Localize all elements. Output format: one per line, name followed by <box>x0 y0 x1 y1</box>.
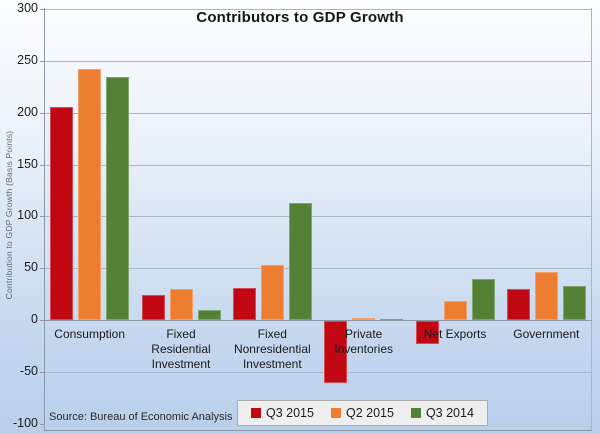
y-tickmark-100 <box>40 216 44 218</box>
gridline-100 <box>44 216 592 218</box>
category-label: Government <box>513 327 580 341</box>
y-tick-label: -100 <box>12 415 38 430</box>
y-tick-label: -50 <box>19 363 38 378</box>
y-tick-label: 100 <box>17 208 38 223</box>
legend-swatch-icon <box>330 408 341 418</box>
legend: Q3 2015 Q2 2015 Q3 2014 <box>237 400 488 426</box>
bar-q3-2015 <box>415 321 439 344</box>
legend-item-q3-2014: Q3 2014 <box>410 406 474 420</box>
bar-q3-2015 <box>506 288 530 320</box>
bar-q3-2014 <box>197 309 221 320</box>
y-tickmark-300 <box>40 9 44 10</box>
bar-q3-2015 <box>324 321 348 384</box>
source-note: Source: Bureau of Economic Analysis <box>49 411 233 423</box>
bar-q2-2015 <box>534 272 558 320</box>
legend-label: Q3 2014 <box>425 406 474 420</box>
bar-q3-2014 <box>380 318 404 320</box>
bar-q3-2014 <box>562 285 586 320</box>
bar-q3-2014 <box>106 77 130 320</box>
zero-axis-line <box>44 320 592 321</box>
category-label: Fixed Residential Investment <box>151 327 211 371</box>
y-tickmark-150 <box>40 164 44 166</box>
y-tickmark--100 <box>40 423 44 425</box>
bar-q2-2015 <box>260 265 284 320</box>
legend-item-q3-2015: Q3 2015 <box>251 406 314 420</box>
legend-swatch-icon <box>410 408 421 418</box>
bar-q2-2015 <box>443 301 467 320</box>
y-tick-label: 0 <box>31 312 38 326</box>
plot-right-border <box>591 8 592 431</box>
category-label: Net Exports <box>423 327 487 341</box>
legend-item-q2-2015: Q2 2015 <box>330 406 394 420</box>
y-axis-line <box>44 8 45 431</box>
category-label: Private Inventories <box>334 327 394 356</box>
bar-q2-2015 <box>169 288 193 320</box>
gridline-300 <box>44 9 592 10</box>
chart-bottom-border <box>44 430 592 431</box>
bar-q3-2015 <box>232 287 256 320</box>
y-tickmark-250 <box>40 60 44 62</box>
y-tick-label: 50 <box>24 260 38 275</box>
y-tickmark-50 <box>40 268 44 270</box>
bar-q3-2014 <box>471 278 495 320</box>
y-tickmark-0 <box>40 320 44 321</box>
gridline--50 <box>44 371 592 373</box>
y-tick-label: 300 <box>17 1 38 15</box>
gridline-50 <box>44 268 592 270</box>
bar-q3-2014 <box>288 202 312 320</box>
chart-title: Contributors to GDP Growth <box>196 9 404 26</box>
bar-q3-2015 <box>141 295 165 320</box>
gridline-200 <box>44 112 592 114</box>
legend-swatch-icon <box>251 408 261 418</box>
y-tick-label: 250 <box>17 52 38 67</box>
bar-q3-2015 <box>50 107 74 320</box>
bar-q2-2015 <box>352 317 376 320</box>
category-label: Fixed Nonresidential Investment <box>233 327 311 371</box>
legend-label: Q3 2015 <box>266 406 314 420</box>
y-tick-label: 150 <box>17 156 38 171</box>
gridline-250 <box>44 60 592 62</box>
gridline-150 <box>44 164 592 166</box>
bar-q2-2015 <box>78 69 102 320</box>
y-tick-label: 200 <box>17 104 38 119</box>
y-tickmark-200 <box>40 112 44 114</box>
y-tickmark--50 <box>40 371 44 373</box>
category-label: Consumption <box>54 327 126 341</box>
legend-label: Q2 2015 <box>345 406 394 420</box>
